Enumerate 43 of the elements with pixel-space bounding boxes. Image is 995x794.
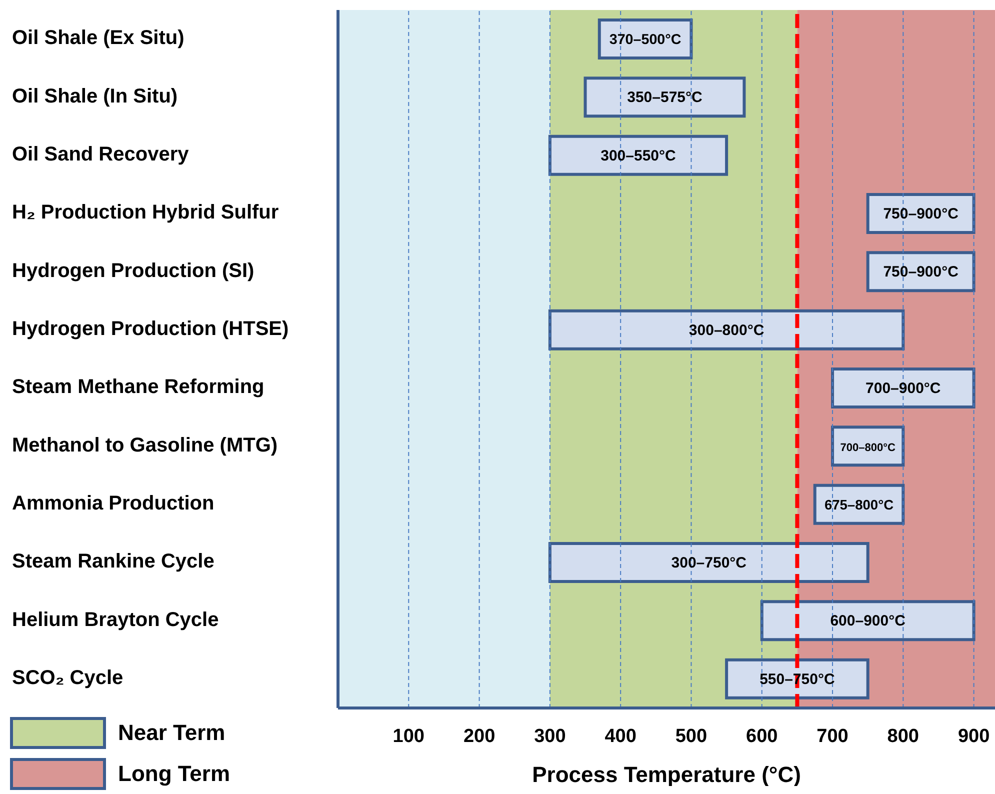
- x-tick-label: 800: [887, 726, 920, 747]
- x-tick-label: 400: [604, 726, 636, 747]
- data-label: 675–800°C: [824, 497, 894, 512]
- y-tick-label: Steam Methane Reforming: [12, 376, 264, 398]
- data-label: 300–550°C: [600, 147, 676, 164]
- bar: [831, 368, 976, 408]
- y-tick-label: SCO₂ Cycle: [12, 666, 124, 689]
- y-tick-label: Oil Sand Recovery: [12, 143, 190, 166]
- x-tick-label: 300: [534, 726, 566, 747]
- x-tick-label: 500: [675, 726, 708, 747]
- data-label: 600–900°C: [830, 612, 906, 630]
- bar: [548, 309, 905, 350]
- bar: [548, 542, 870, 583]
- x-tick-label: 600: [746, 726, 778, 747]
- y-tick-label: Hydrogen Production (SI): [12, 260, 254, 282]
- y-tick-label: Oil Shale (In Situ): [12, 85, 178, 108]
- y-tick-label: H₂ Production Hybrid Sulfur: [12, 202, 279, 224]
- x-tick-label: 200: [463, 726, 496, 747]
- x-tick-label: 100: [392, 726, 424, 747]
- legend-label: Long Term: [118, 760, 230, 786]
- x-tick-label: 700: [816, 726, 848, 747]
- bar: [866, 251, 976, 292]
- y-tick-label: Helium Brayton Cycle: [12, 608, 219, 631]
- data-label: 700–900°C: [866, 380, 941, 397]
- bar: [831, 426, 905, 467]
- y-tick-label: Oil Shale (Ex Situ): [12, 27, 184, 50]
- y-tick-label: Ammonia Production: [12, 492, 214, 514]
- y-tick-label: Steam Rankine Cycle: [12, 550, 214, 573]
- x-tick-label: 900: [958, 726, 990, 747]
- legend-label: Near Term: [118, 720, 226, 746]
- data-label: 350–575°C: [627, 89, 703, 106]
- bar: [866, 193, 976, 234]
- y-tick-label: Methanol to Gasoline (MTG): [12, 434, 278, 456]
- bar: [548, 134, 728, 176]
- data-label: 750–900°C: [883, 206, 959, 222]
- data-label: 370–500°C: [609, 32, 682, 48]
- data-label: 300–750°C: [671, 554, 747, 572]
- bar: [584, 76, 746, 118]
- y-tick-label: Hydrogen Production (HTSE): [12, 318, 289, 340]
- data-label: 300–800°C: [688, 322, 764, 339]
- data-label: 700–800°C: [840, 442, 896, 454]
- data-label: 750–900°C: [883, 264, 959, 281]
- bar: [760, 600, 976, 642]
